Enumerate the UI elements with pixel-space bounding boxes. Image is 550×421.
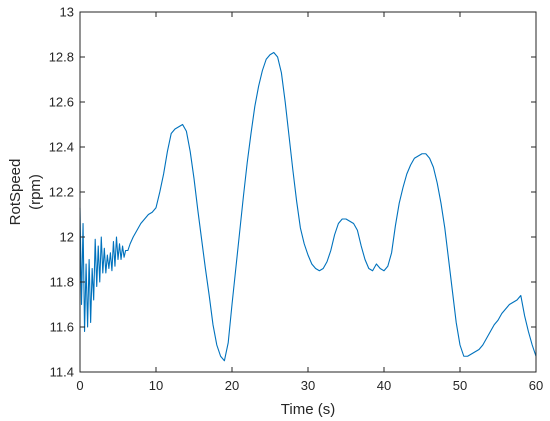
y-tick-label: 13: [60, 5, 74, 20]
y-tick-label: 11.8: [50, 275, 74, 290]
y-axis-label-line2: (rpm): [27, 174, 44, 210]
plot-area: [79, 51, 537, 362]
x-tick-label: 60: [529, 378, 543, 393]
x-tick-label: 20: [225, 378, 239, 393]
y-tick-label: 11.4: [50, 365, 74, 380]
y-axis-ticks: 11.4 11.6 11.8 12 12.2 12.4 12.6 12.8 13: [49, 5, 536, 380]
y-tick-label: 12: [60, 230, 74, 245]
x-tick-label: 10: [149, 378, 163, 393]
x-tick-label: 30: [301, 378, 315, 393]
y-tick-label: 12.8: [49, 50, 74, 65]
y-tick-label: 11.6: [50, 320, 74, 335]
series-line: [79, 51, 537, 362]
x-axis-label: Time (s): [281, 401, 335, 418]
plot-area-background: [80, 12, 536, 372]
x-tick-label: 50: [453, 378, 467, 393]
y-tick-label: 12.4: [49, 140, 74, 155]
y-tick-label: 12.6: [49, 95, 74, 110]
x-tick-label: 0: [76, 378, 83, 393]
x-axis-ticks: 0 10 20 30 40 50 60: [76, 12, 543, 393]
y-tick-label: 12.2: [49, 185, 74, 200]
y-axis-label-line1: RotSpeed: [7, 159, 24, 226]
x-tick-label: 40: [377, 378, 391, 393]
